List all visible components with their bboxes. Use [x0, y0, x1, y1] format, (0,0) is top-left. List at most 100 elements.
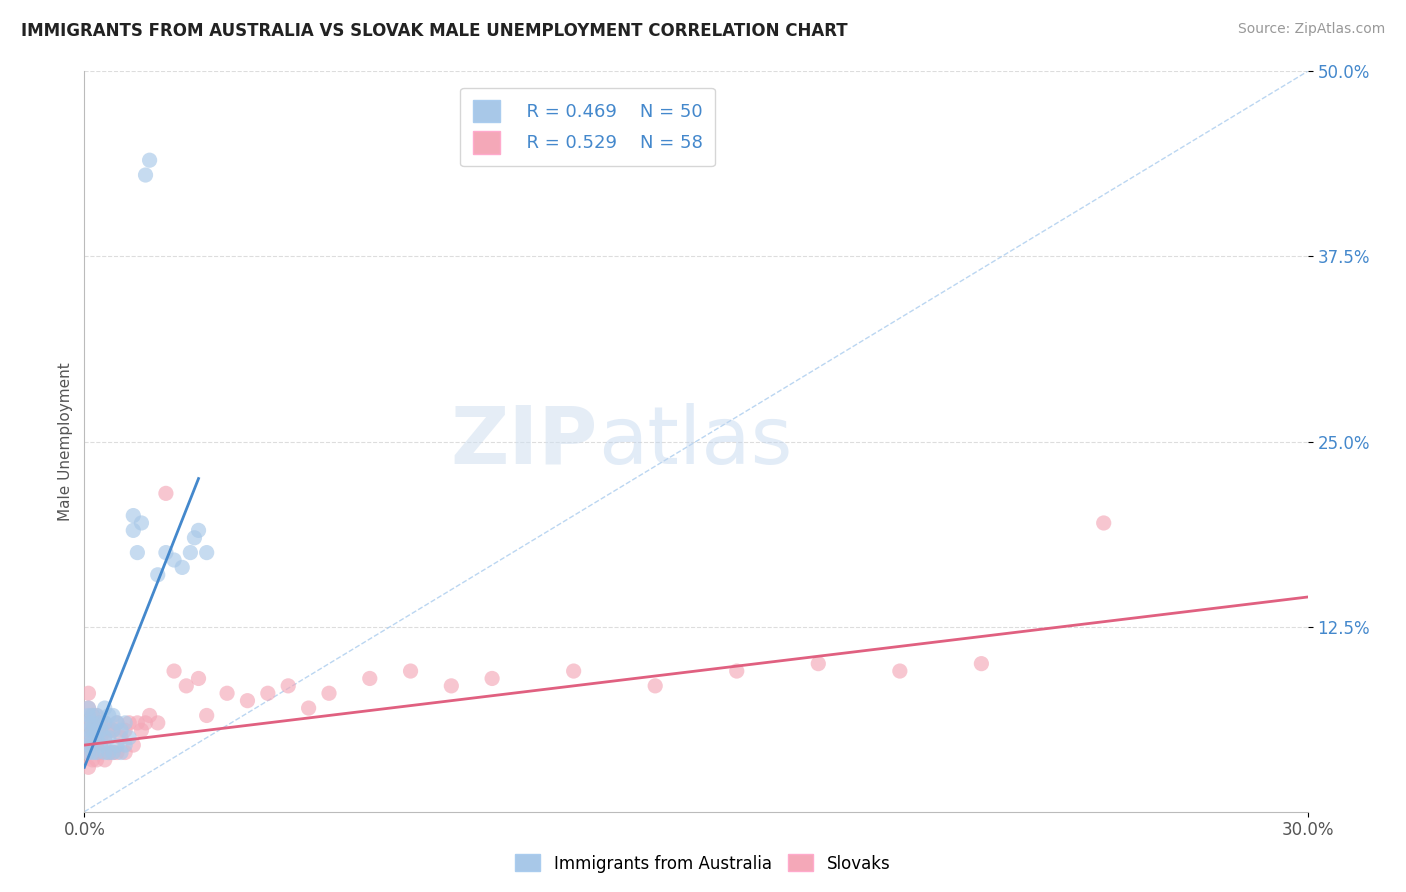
Point [77, 715, 100, 730]
Point [101, 746, 124, 760]
Point [195, 708, 218, 723]
Point [101, 708, 124, 723]
Point [86, 731, 108, 745]
Point [110, 731, 132, 745]
Point [155, 546, 177, 560]
Point [183, 531, 205, 545]
Point [481, 672, 503, 686]
Point [77, 715, 100, 730]
Point [82, 731, 104, 745]
Point [725, 664, 748, 678]
Point [277, 679, 299, 693]
Point [440, 679, 463, 693]
Point [118, 715, 141, 730]
Point [217, 686, 239, 700]
Point [93, 746, 115, 760]
Point [90, 731, 112, 745]
Point [155, 486, 177, 500]
Point [122, 524, 145, 538]
Point [105, 738, 128, 752]
Point [135, 715, 157, 730]
Point [110, 746, 132, 760]
Point [77, 701, 100, 715]
Point [77, 731, 100, 745]
Point [114, 723, 136, 738]
Point [146, 715, 169, 730]
Legend: Immigrants from Australia, Slovaks: Immigrants from Australia, Slovaks [509, 847, 897, 880]
Point [135, 168, 157, 182]
Point [77, 701, 100, 715]
Text: atlas: atlas [598, 402, 793, 481]
Point [138, 708, 160, 723]
Point [298, 701, 321, 715]
Point [131, 516, 153, 530]
Point [82, 738, 104, 752]
Point [77, 746, 100, 760]
Point [163, 553, 186, 567]
Point [807, 657, 830, 671]
Text: Source: ZipAtlas.com: Source: ZipAtlas.com [1237, 22, 1385, 37]
Point [163, 664, 186, 678]
Point [77, 738, 100, 752]
Point [90, 715, 112, 730]
Point [359, 672, 381, 686]
Point [187, 524, 209, 538]
Point [90, 746, 112, 760]
Point [97, 708, 120, 723]
Point [97, 746, 120, 760]
Point [82, 723, 104, 738]
Point [93, 715, 115, 730]
Legend:   R = 0.469    N = 50,   R = 0.529    N = 58: R = 0.469 N = 50, R = 0.529 N = 58 [460, 87, 716, 166]
Point [101, 723, 124, 738]
Point [86, 723, 108, 738]
Point [318, 686, 340, 700]
Point [86, 708, 108, 723]
Point [86, 708, 108, 723]
Point [179, 546, 201, 560]
Point [236, 694, 259, 708]
Point [86, 753, 108, 767]
Point [77, 708, 100, 723]
Point [90, 723, 112, 738]
Point [146, 567, 169, 582]
Point [77, 746, 100, 760]
Point [399, 664, 422, 678]
Y-axis label: Male Unemployment: Male Unemployment [58, 362, 73, 521]
Point [644, 679, 666, 693]
Point [127, 715, 149, 730]
Point [93, 701, 115, 715]
Point [889, 664, 911, 678]
Point [86, 723, 108, 738]
Point [138, 153, 160, 168]
Point [82, 715, 104, 730]
Point [562, 664, 585, 678]
Point [118, 731, 141, 745]
Point [77, 686, 100, 700]
Point [97, 723, 120, 738]
Point [90, 715, 112, 730]
Point [93, 715, 115, 730]
Point [101, 746, 124, 760]
Point [114, 746, 136, 760]
Point [114, 715, 136, 730]
Point [122, 508, 145, 523]
Point [131, 723, 153, 738]
Point [97, 746, 120, 760]
Text: ZIP: ZIP [451, 402, 598, 481]
Point [174, 679, 197, 693]
Point [105, 715, 128, 730]
Point [82, 723, 104, 738]
Point [122, 738, 145, 752]
Point [114, 738, 136, 752]
Point [77, 723, 100, 738]
Point [97, 731, 120, 745]
Point [82, 746, 104, 760]
Point [110, 723, 132, 738]
Point [77, 760, 100, 774]
Point [90, 738, 112, 752]
Point [82, 753, 104, 767]
Point [93, 731, 115, 745]
Point [86, 746, 108, 760]
Point [105, 715, 128, 730]
Point [93, 753, 115, 767]
